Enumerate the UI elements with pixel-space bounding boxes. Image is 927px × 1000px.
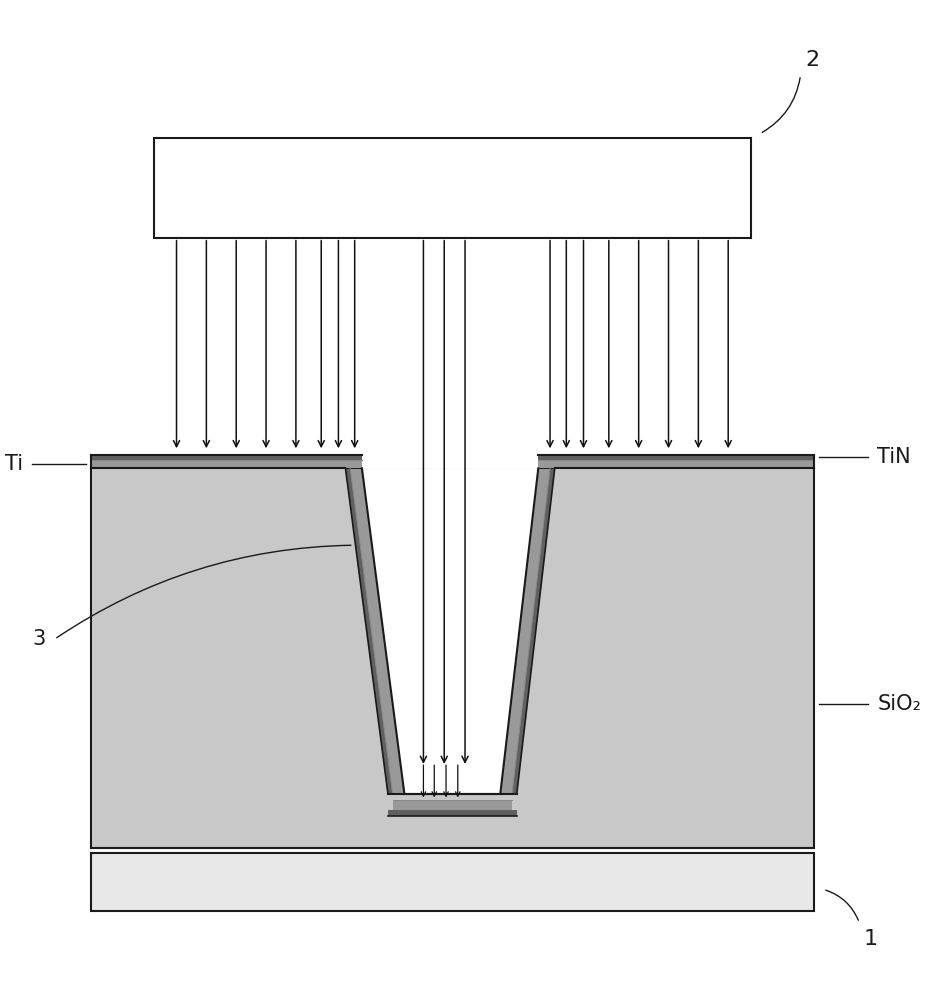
Polygon shape (346, 468, 393, 794)
Text: SiO₂: SiO₂ (878, 694, 921, 714)
Text: Ti: Ti (5, 454, 23, 474)
Bar (91, 455, 362, 460)
Polygon shape (501, 468, 550, 794)
Polygon shape (512, 468, 554, 794)
Bar (393, 800, 512, 810)
Bar (388, 810, 516, 816)
Polygon shape (350, 468, 404, 794)
Text: 1: 1 (864, 929, 878, 949)
Bar (539, 460, 814, 468)
Polygon shape (362, 468, 539, 794)
Bar (539, 455, 814, 460)
Bar (362, 93, 539, 468)
Text: 2: 2 (805, 50, 819, 70)
Text: TiN: TiN (878, 447, 911, 467)
Bar (362, 237, 539, 468)
Polygon shape (362, 468, 539, 794)
Bar (91, 460, 362, 468)
Bar (91, 468, 814, 848)
Bar (154, 138, 751, 238)
Bar (91, 853, 814, 911)
Text: 3: 3 (32, 629, 45, 649)
